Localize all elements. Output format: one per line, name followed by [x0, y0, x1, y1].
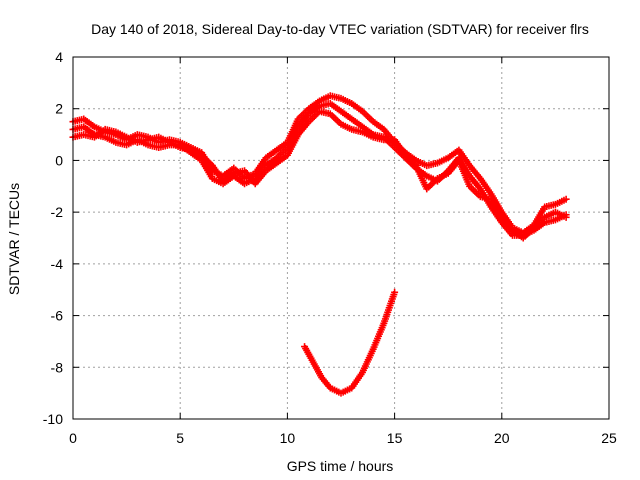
x-tick-label: 25 — [601, 430, 617, 446]
series-track-3 — [69, 107, 570, 242]
x-tick-label: 10 — [280, 430, 296, 446]
x-tick-label: 15 — [387, 430, 403, 446]
y-tick-label: -8 — [51, 359, 64, 375]
grid — [73, 57, 609, 419]
y-tick-label: 2 — [55, 101, 63, 117]
x-axis-label: GPS time / hours — [287, 458, 394, 474]
axes: 0 5 10 15 20 25 -10 -8 -6 -4 -2 0 2 4 — [43, 49, 617, 446]
y-axis-label: SDTVAR / TECUs — [6, 183, 22, 295]
y-tick-label: -6 — [51, 308, 64, 324]
y-tick-label: 4 — [55, 49, 63, 65]
chart-title: Day 140 of 2018, Sidereal Day-to-day VTE… — [91, 21, 589, 37]
data-point — [562, 195, 570, 203]
series-track-4 — [301, 288, 399, 397]
y-tick-label: -2 — [51, 204, 64, 220]
data-series — [69, 92, 570, 397]
x-tick-label: 20 — [494, 430, 510, 446]
x-tick-label: 5 — [176, 430, 184, 446]
data-point — [562, 213, 570, 221]
y-tick-label: -10 — [43, 411, 63, 427]
plot-border — [72, 56, 610, 420]
data-point — [391, 288, 399, 296]
y-tick-label: 0 — [55, 152, 63, 168]
y-tick-label: -4 — [51, 256, 64, 272]
x-tick-label: 0 — [69, 430, 77, 446]
